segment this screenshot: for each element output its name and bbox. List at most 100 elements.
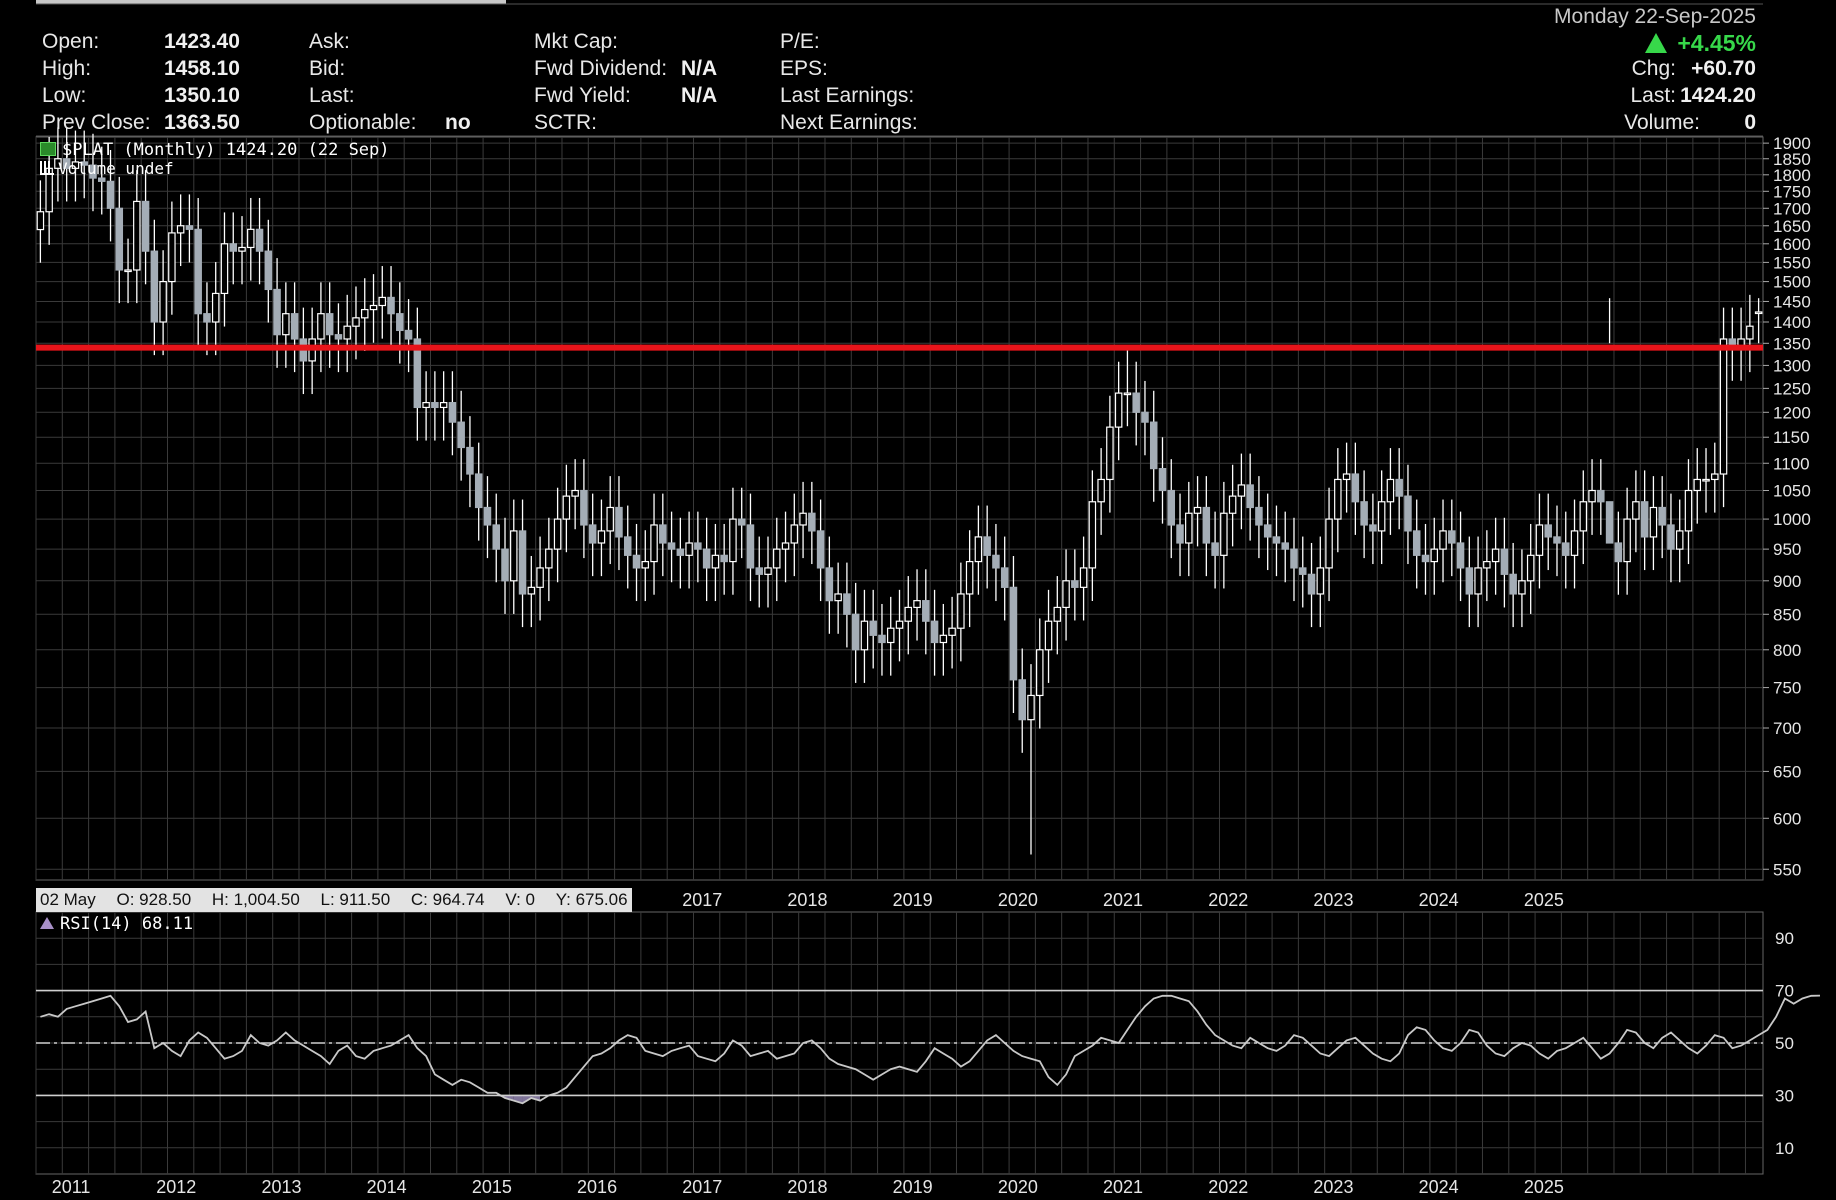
- candle-body: [527, 586, 536, 595]
- candle-body: [1009, 586, 1018, 681]
- sctr-label: SCTR:: [534, 111, 597, 134]
- candle-body: [1491, 548, 1500, 563]
- rsi-x-label: 2013: [261, 1177, 301, 1197]
- price-legend: $PLAT (Monthly) 1424.20 (22 Sep): [40, 140, 390, 160]
- candle-body: [1535, 524, 1544, 556]
- candle-body: [1640, 501, 1649, 538]
- candle-body: [1351, 473, 1360, 503]
- candle-body: [168, 232, 176, 283]
- candle-body: [1579, 501, 1588, 532]
- bid-label: Bid:: [309, 57, 346, 80]
- candle-body: [957, 593, 965, 629]
- rsi-x-label: 2012: [156, 1177, 196, 1197]
- candle-body: [1149, 421, 1158, 470]
- candle-body: [1211, 542, 1219, 556]
- candle-body: [62, 158, 71, 169]
- candle-body: [203, 313, 211, 323]
- candle-body: [115, 207, 124, 271]
- rsi-axis-label: 10: [1775, 1139, 1794, 1158]
- candle-body: [746, 524, 755, 569]
- rsi-x-label: 2019: [893, 1177, 933, 1197]
- candle-body: [325, 313, 334, 336]
- candle-body: [904, 606, 913, 622]
- open-value: 1423.40: [164, 30, 240, 53]
- rsi-x-label: 2014: [367, 1177, 407, 1197]
- volume-legend: Volume undef: [40, 159, 174, 178]
- candle-body: [1448, 530, 1456, 544]
- candle-body: [1702, 478, 1710, 482]
- candle-body: [764, 567, 772, 575]
- candle-body: [1430, 548, 1439, 563]
- candle-body: [860, 620, 869, 651]
- fwd-dividend-label: Fwd Dividend:: [534, 57, 668, 80]
- candle-body: [220, 243, 229, 295]
- price-axis-label: 1650: [1773, 217, 1811, 236]
- candle-body: [141, 200, 150, 252]
- candle-body: [352, 317, 360, 327]
- candle-body: [615, 506, 623, 538]
- candle-body: [1193, 506, 1202, 514]
- candle-body: [1167, 489, 1176, 526]
- rsi-x-label: 2015: [472, 1177, 512, 1197]
- candle-body: [150, 250, 159, 323]
- candle-body: [913, 600, 921, 609]
- candle-body: [1202, 506, 1211, 544]
- candle-body: [518, 530, 527, 595]
- fwd-dividend-value: N/A: [681, 57, 718, 80]
- candle-body: [1561, 542, 1570, 556]
- candle-body: [580, 489, 588, 526]
- rsi-axis-label: 90: [1775, 929, 1794, 948]
- candle-body: [1386, 478, 1395, 503]
- price-axis-label: 700: [1773, 719, 1801, 738]
- price-axis-label: 1300: [1773, 356, 1811, 375]
- candle-body: [1518, 580, 1526, 595]
- candle-body: [1299, 567, 1307, 575]
- optionable-value: no: [445, 111, 471, 134]
- candle-body: [238, 246, 246, 252]
- change-percent: +4.45%: [1645, 30, 1756, 57]
- candle-body: [1658, 506, 1666, 526]
- candle-body: [992, 554, 1000, 569]
- candle-body: [825, 567, 834, 602]
- candle-body: [1255, 506, 1263, 526]
- ask-label: Ask:: [309, 30, 350, 53]
- candle-body: [510, 530, 518, 582]
- price-axis-label: 1050: [1773, 482, 1811, 501]
- candle-body: [1526, 554, 1535, 582]
- candle-body: [886, 627, 895, 644]
- candle-body: [97, 177, 106, 182]
- price-axis-label: 550: [1773, 860, 1801, 879]
- candle-body: [317, 313, 325, 340]
- candle-body: [676, 548, 685, 556]
- price-x-label: 2025: [1524, 890, 1564, 910]
- rsi-x-label: 2024: [1419, 1177, 1459, 1197]
- candle-body: [623, 536, 632, 556]
- rsi-legend: RSI(14) 68.11: [40, 914, 193, 934]
- candle-body: [650, 524, 658, 563]
- candle-body: [659, 524, 667, 544]
- candle-body: [1439, 530, 1447, 550]
- candle-body: [1237, 484, 1246, 497]
- price-axis-label: 1000: [1773, 510, 1811, 529]
- price-x-label: 2017: [682, 890, 722, 910]
- price-x-label: 2019: [893, 890, 933, 910]
- last-price-value: 1424.20: [1680, 84, 1756, 107]
- candle-body: [255, 228, 264, 252]
- candle-body: [1509, 573, 1517, 595]
- candle-body: [1377, 501, 1386, 532]
- candle-body: [1605, 501, 1614, 544]
- candle-body: [1465, 567, 1474, 595]
- date-text: Monday 22-Sep-2025: [1554, 5, 1756, 28]
- volume-value: 0: [1744, 111, 1756, 134]
- candle-body: [290, 313, 299, 340]
- price-axis-label: 1150: [1773, 428, 1810, 447]
- candle-body: [1071, 580, 1079, 588]
- candle-body: [851, 613, 860, 651]
- rsi-axis-label: 30: [1775, 1086, 1794, 1105]
- candle-body: [1369, 524, 1377, 532]
- next-earnings-label: Next Earnings:: [780, 111, 918, 134]
- candle-body: [211, 292, 220, 323]
- candle-body: [387, 296, 395, 315]
- candle-body: [702, 548, 711, 569]
